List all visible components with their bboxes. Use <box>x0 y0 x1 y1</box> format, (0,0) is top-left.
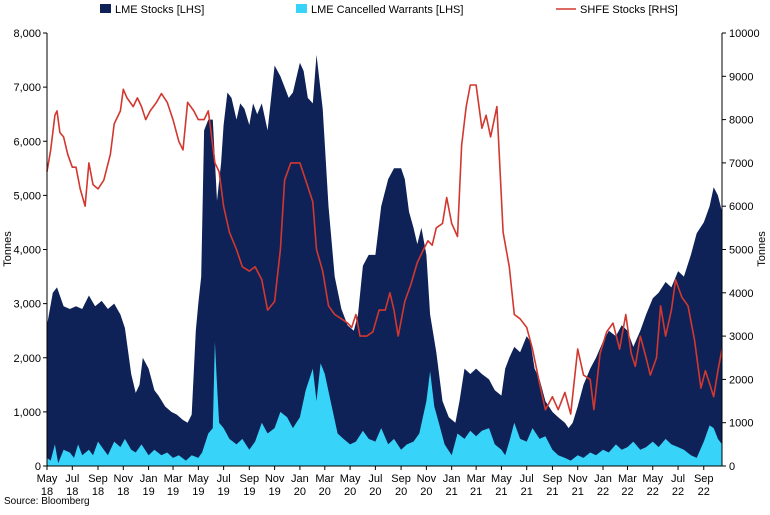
x-tick-month: Jul <box>671 473 685 485</box>
left-tick-label: 5,000 <box>13 190 41 202</box>
x-tick-year: 21 <box>495 486 507 498</box>
x-tick-year: 21 <box>572 486 584 498</box>
x-tick-month: May <box>642 473 663 485</box>
x-tick-year: 21 <box>470 486 482 498</box>
x-tick-year: 20 <box>294 486 306 498</box>
series-area-1 <box>47 341 722 466</box>
left-tick-label: 4,000 <box>13 245 41 257</box>
right-axis-title: Tonnes <box>756 231 768 267</box>
x-tick-month: Jul <box>368 473 382 485</box>
x-tick-year: 18 <box>66 486 78 498</box>
series-layer <box>46 54 723 466</box>
x-tick-month: Nov <box>114 473 134 485</box>
right-tick-label: 0 <box>729 461 735 473</box>
legend-swatch-0 <box>100 4 111 13</box>
x-tick-month: May <box>188 473 209 485</box>
x-tick-month: Jul <box>520 473 534 485</box>
x-tick-month: Jan <box>140 473 158 485</box>
right-tick-label: 5000 <box>729 245 753 257</box>
x-tick-month: Mar <box>164 473 183 485</box>
x-tick-year: 19 <box>243 486 255 498</box>
x-tick-month: Jan <box>443 473 461 485</box>
left-tick-label: 1,000 <box>13 407 41 419</box>
x-tick-month: Sep <box>240 473 260 485</box>
x-tick-year: 21 <box>446 486 458 498</box>
x-tick-year: 22 <box>597 486 609 498</box>
x-tick-year: 21 <box>521 486 533 498</box>
x-tick-year: 20 <box>369 486 381 498</box>
right-tick-label: 10000 <box>729 28 760 40</box>
x-tick-year: 22 <box>672 486 684 498</box>
x-tick-month: May <box>340 473 361 485</box>
x-tick-month: Sep <box>694 473 714 485</box>
x-tick-month: Mar <box>618 473 637 485</box>
x-tick-year: 19 <box>218 486 230 498</box>
left-axis-title: Tonnes <box>2 231 14 267</box>
right-tick-label: 1000 <box>729 418 753 430</box>
x-tick-year: 20 <box>319 486 331 498</box>
x-tick-month: Jul <box>65 473 79 485</box>
x-tick-year: 20 <box>420 486 432 498</box>
left-tick-label: 7,000 <box>13 82 41 94</box>
x-tick-month: Jul <box>217 473 231 485</box>
x-tick-month: Sep <box>543 473 563 485</box>
left-tick-label: 0 <box>35 461 41 473</box>
legend: LME Stocks [LHS] LME Cancelled Warrants [… <box>100 4 678 16</box>
x-tick-month: Nov <box>568 473 588 485</box>
legend-label-2: SHFE Stocks [RHS] <box>580 4 678 16</box>
legend-swatch-1 <box>296 4 307 13</box>
right-tick-label: 2000 <box>729 374 753 386</box>
x-tick-month: May <box>491 473 512 485</box>
x-tick-year: 19 <box>142 486 154 498</box>
x-tick-month: May <box>37 473 58 485</box>
x-tick-year: 22 <box>621 486 633 498</box>
x-tick-month: Sep <box>88 473 108 485</box>
series-line-2 <box>46 84 723 415</box>
right-tick-label: 8000 <box>729 115 753 127</box>
left-tick-label: 6,000 <box>13 136 41 148</box>
axes-layer: 0 1,000 2,000 3,000 4,000 5,000 6,000 7,000 8,00… <box>13 28 759 498</box>
x-tick-year: 18 <box>92 486 104 498</box>
x-tick-year: 18 <box>117 486 129 498</box>
x-tick-year: 18 <box>41 486 53 498</box>
x-tick-month: Nov <box>265 473 285 485</box>
right-tick-label: 9000 <box>729 71 753 83</box>
source-note: Source: Bloomberg <box>4 496 90 507</box>
left-tick-label: 8,000 <box>13 28 41 40</box>
x-tick-month: Jan <box>594 473 612 485</box>
legend-label-0: LME Stocks [LHS] <box>115 4 204 16</box>
x-tick-year: 21 <box>546 486 558 498</box>
x-tick-month: Mar <box>467 473 486 485</box>
x-tick-year: 22 <box>647 486 659 498</box>
x-tick-month: Sep <box>391 473 411 485</box>
x-tick-month: Nov <box>417 473 437 485</box>
x-tick-year: 20 <box>395 486 407 498</box>
right-tick-label: 7000 <box>729 158 753 170</box>
right-tick-label: 3000 <box>729 331 753 343</box>
left-tick-label: 2,000 <box>13 353 41 365</box>
x-tick-year: 19 <box>167 486 179 498</box>
x-tick-year: 20 <box>344 486 356 498</box>
x-tick-month: Jan <box>291 473 309 485</box>
x-tick-year: 19 <box>192 486 204 498</box>
x-tick-year: 19 <box>269 486 281 498</box>
legend-label-1: LME Cancelled Warrants [LHS] <box>311 4 463 16</box>
x-tick-month: Mar <box>315 473 334 485</box>
left-tick-label: 3,000 <box>13 299 41 311</box>
x-tick-year: 22 <box>698 486 710 498</box>
right-tick-label: 4000 <box>729 288 753 300</box>
right-tick-label: 6000 <box>729 201 753 213</box>
